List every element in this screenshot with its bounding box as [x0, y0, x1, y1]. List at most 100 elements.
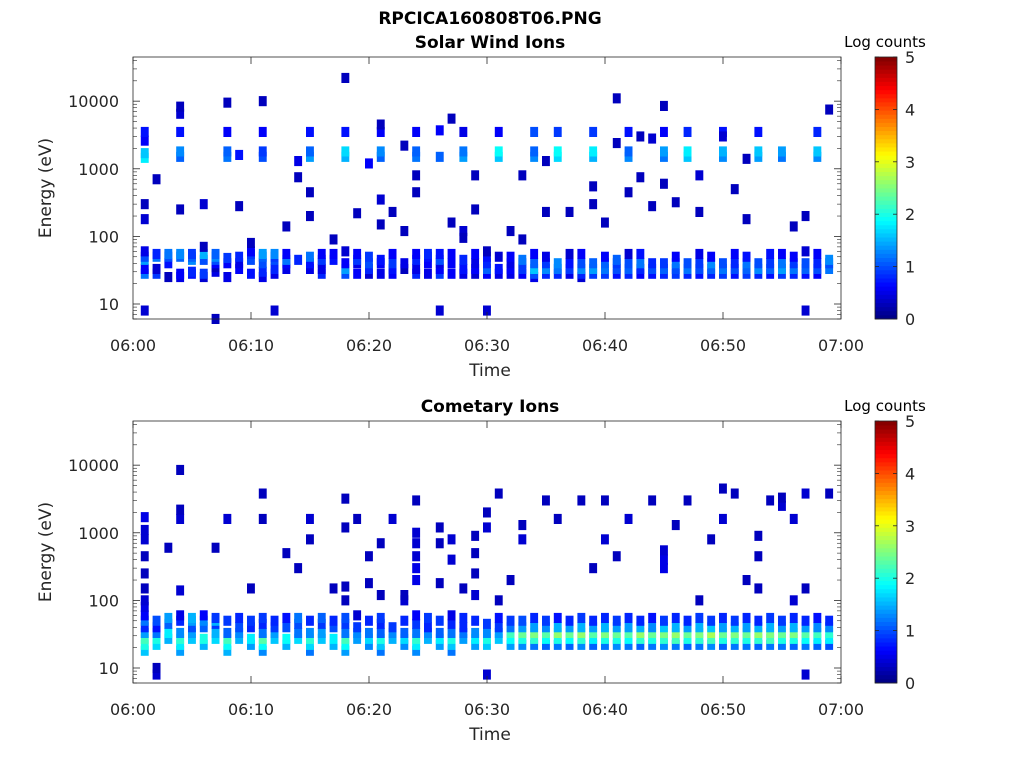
- heatmap-cell: [754, 151, 763, 162]
- heatmap-cell: [789, 221, 798, 232]
- heatmap-cell: [624, 627, 633, 638]
- heatmap-cell: [223, 645, 232, 656]
- heatmap-cell: [648, 627, 657, 638]
- heatmap-cell: [660, 100, 668, 111]
- heatmap-cell: [199, 248, 208, 259]
- heatmap-cell: [648, 263, 657, 274]
- heatmap-cell: [660, 263, 668, 274]
- colorbar-segment: [875, 678, 897, 684]
- heatmap-cell: [164, 248, 173, 259]
- heatmap-cell: [341, 618, 350, 629]
- x-axis-ticks: 06:00 06:10 06:20 06:30 06:40 06:50 07:00: [110, 57, 864, 355]
- x-tick-label: 06:00: [110, 336, 156, 355]
- colorbar-segment: [875, 433, 897, 438]
- heatmap-cell: [825, 263, 834, 274]
- heatmap-cell: [648, 201, 657, 212]
- colorbar-segment: [875, 445, 897, 451]
- heatmap-cell: [671, 263, 680, 274]
- colorbar-segment: [875, 494, 897, 500]
- heatmap-cell: [789, 595, 798, 606]
- heatmap-cell: [766, 248, 775, 259]
- heatmap-cell: [719, 627, 727, 638]
- heatmap-cell: [624, 263, 633, 274]
- heatmap-cell: [553, 258, 562, 269]
- x-tick-label: 06:50: [700, 700, 746, 719]
- heatmap-cell: [518, 615, 527, 626]
- heatmap-cell: [707, 622, 716, 633]
- heatmap-cell: [825, 633, 834, 644]
- colorbar-segment: [875, 310, 897, 316]
- heatmap-cell: [730, 258, 739, 269]
- heatmap-cell: [412, 633, 421, 644]
- colorbar-segment: [875, 642, 897, 647]
- heatmap-cell: [435, 248, 444, 259]
- heatmap-cells: [140, 72, 834, 324]
- heatmap-cell: [211, 633, 220, 644]
- heatmap-cell: [152, 263, 161, 274]
- heatmap-cell: [636, 172, 645, 183]
- heatmap-cell: [813, 633, 822, 644]
- heatmap-cell: [164, 258, 173, 269]
- colorbar-label: Log counts: [844, 33, 926, 51]
- colorbar-segment: [875, 61, 897, 66]
- heatmap-cell: [683, 633, 692, 644]
- heatmap-cell: [294, 618, 303, 629]
- colorbar-segment: [875, 110, 897, 115]
- heatmap-cell: [223, 252, 232, 263]
- heatmap-cell: [742, 639, 751, 650]
- heatmap-cell: [778, 248, 786, 259]
- heatmap-cell: [553, 627, 562, 638]
- heatmap-cell: [435, 639, 444, 650]
- heatmap-cell: [542, 263, 550, 274]
- x-axis-label: Time: [468, 725, 511, 745]
- heatmap-cell: [176, 513, 185, 524]
- colorbar-segment: [875, 637, 897, 643]
- heatmap-cell: [801, 258, 810, 269]
- colorbar-segment: [875, 147, 897, 152]
- heatmap-cell: [447, 534, 456, 545]
- heatmap-cell: [258, 258, 267, 269]
- heatmap-cell: [164, 542, 173, 553]
- heatmap-cell: [400, 263, 409, 274]
- heatmap-cell: [270, 305, 279, 316]
- heatmap-cell: [648, 612, 657, 623]
- colorbar-segment: [875, 192, 897, 197]
- heatmap-cell: [258, 627, 267, 638]
- heatmap-cell: [341, 645, 350, 656]
- heatmap-cell: [258, 146, 267, 157]
- heatmap-cell: [152, 669, 161, 680]
- heatmap-cell: [365, 263, 373, 274]
- heatmap-cell: [258, 96, 267, 107]
- colorbar-segment: [875, 470, 897, 475]
- colorbar-segment: [875, 486, 897, 491]
- colorbar-segment: [875, 245, 897, 250]
- colorbar-segment: [875, 249, 897, 254]
- colorbar-segment: [875, 282, 897, 287]
- heatmap-cell: [199, 633, 208, 644]
- heatmap-cell: [459, 254, 468, 265]
- heatmap-cell: [789, 258, 798, 269]
- heatmap-cell: [530, 126, 539, 137]
- heatmap-cell: [553, 146, 562, 157]
- colorbar-segment: [875, 580, 897, 586]
- heatmap-cell: [435, 627, 444, 638]
- colorbar-segment: [875, 560, 897, 565]
- heatmap-cell: [577, 495, 586, 506]
- heatmap-cell: [624, 187, 633, 198]
- panel-title: Solar Wind Ions: [415, 33, 566, 53]
- heatmap-cell: [353, 622, 362, 633]
- heatmap-cell: [707, 615, 716, 626]
- heatmap-cell: [435, 254, 444, 265]
- heatmap-cell: [294, 563, 303, 574]
- heatmap-cell: [577, 258, 586, 269]
- heatmap-cell: [376, 612, 385, 623]
- heatmap-cell: [424, 248, 432, 259]
- heatmap-cell: [247, 268, 255, 279]
- heatmap-cell: [258, 639, 267, 650]
- heatmap-cell: [376, 194, 385, 205]
- heatmap-cell: [447, 633, 456, 644]
- colorbar-segment: [875, 233, 897, 238]
- heatmap-cell: [459, 226, 468, 237]
- x-tick-label: 06:00: [110, 700, 156, 719]
- heatmap-cell: [235, 258, 244, 269]
